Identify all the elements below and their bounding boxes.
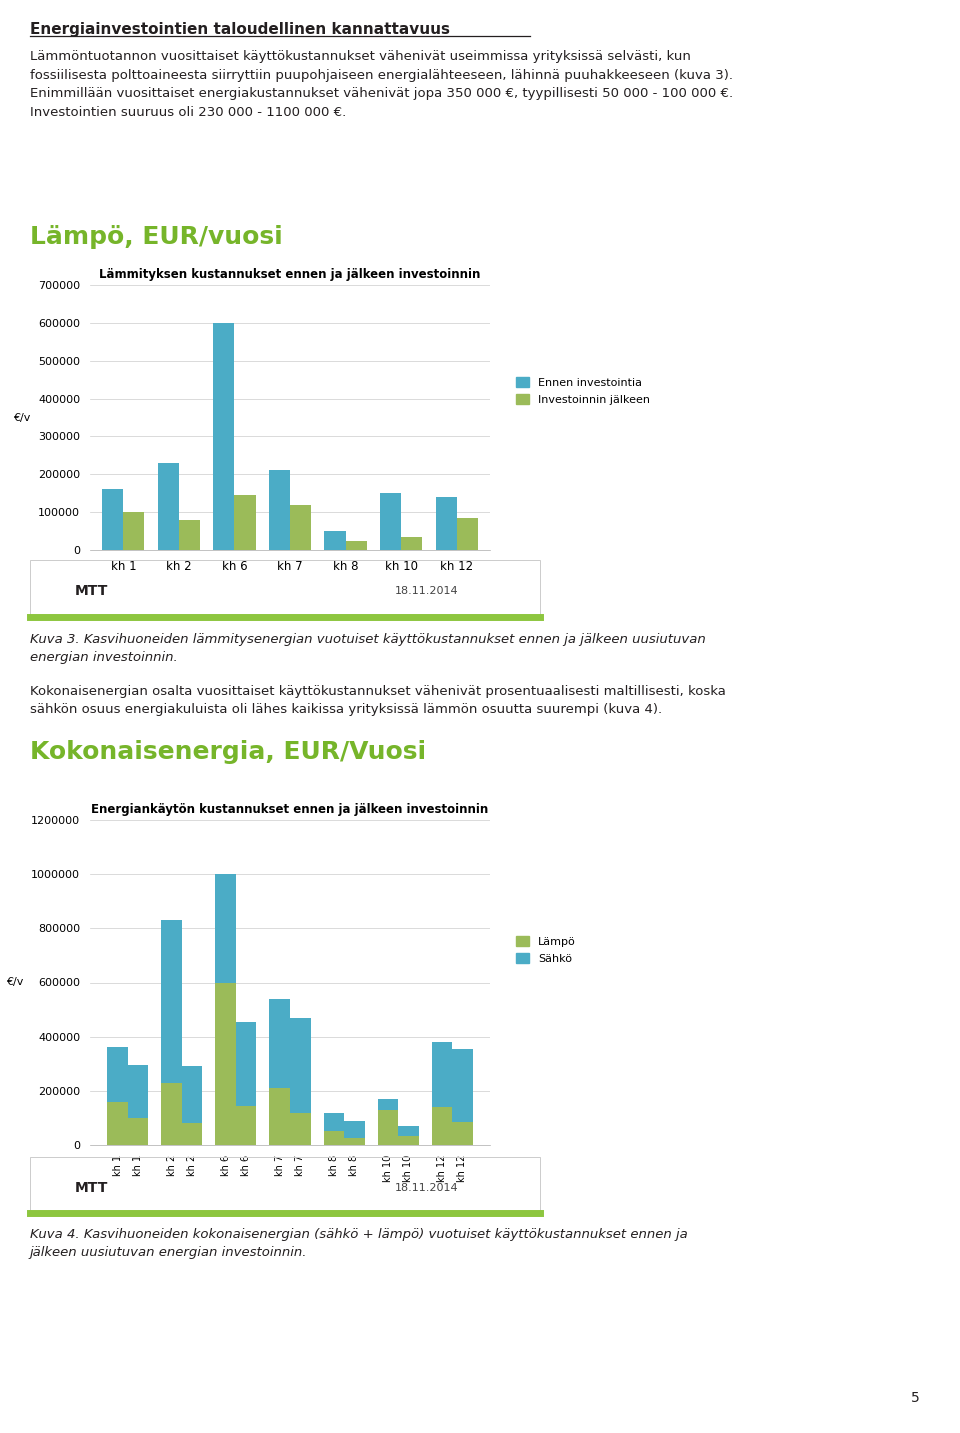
Bar: [398, 1135, 419, 1145]
Bar: [290, 1112, 310, 1145]
Bar: [344, 1121, 365, 1138]
Bar: [324, 532, 346, 550]
Bar: [457, 517, 478, 550]
Bar: [102, 490, 123, 550]
Text: Energiainvestointien taloudellinen kannattavuus: Energiainvestointien taloudellinen kanna…: [30, 21, 450, 37]
Text: MTT: MTT: [75, 1181, 108, 1195]
Bar: [213, 322, 234, 550]
Bar: [179, 520, 200, 550]
Bar: [377, 1109, 398, 1145]
Bar: [346, 540, 367, 550]
Bar: [236, 1106, 256, 1145]
Bar: [324, 1112, 344, 1132]
Title: Energiankäytön kustannukset ennen ja jälkeen investoinnin: Energiankäytön kustannukset ennen ja jäl…: [91, 802, 489, 815]
Bar: [108, 1102, 128, 1145]
Bar: [401, 537, 422, 550]
Bar: [128, 1118, 149, 1145]
Bar: [181, 1123, 203, 1145]
Bar: [161, 920, 181, 1083]
Text: Kuva 4. Kasvihuoneiden kokonaisenergian (sähkö + lämpö) vuotuiset käyttökustannu: Kuva 4. Kasvihuoneiden kokonaisenergian …: [30, 1228, 687, 1260]
Bar: [157, 463, 179, 550]
Y-axis label: €/v: €/v: [6, 977, 23, 987]
Bar: [290, 504, 311, 550]
Bar: [181, 1066, 203, 1123]
Bar: [236, 1022, 256, 1106]
Bar: [128, 1065, 149, 1118]
Bar: [108, 1048, 128, 1102]
Bar: [377, 1099, 398, 1109]
Bar: [436, 497, 457, 550]
Text: Kuva 3. Kasvihuoneiden lämmitysenergian vuotuiset käyttökustannukset ennen ja jä: Kuva 3. Kasvihuoneiden lämmitysenergian …: [30, 633, 706, 663]
Bar: [452, 1122, 472, 1145]
Legend: Lämpö, Sähkö: Lämpö, Sähkö: [512, 931, 581, 969]
Text: MTT: MTT: [75, 585, 108, 598]
Bar: [398, 1126, 419, 1135]
Text: 18.11.2014: 18.11.2014: [395, 1184, 459, 1194]
Bar: [123, 512, 144, 550]
Text: Lämpö, EUR/vuosi: Lämpö, EUR/vuosi: [30, 225, 283, 249]
Bar: [452, 1049, 472, 1122]
Text: Lämmöntuotannon vuosittaiset käyttökustannukset vähenivät useimmissa yrityksissä: Lämmöntuotannon vuosittaiset käyttökusta…: [30, 50, 733, 119]
Bar: [215, 983, 236, 1145]
Title: Lämmityksen kustannukset ennen ja jälkeen investoinnin: Lämmityksen kustannukset ennen ja jälkee…: [99, 268, 481, 281]
Text: 18.11.2014: 18.11.2014: [395, 586, 459, 596]
Bar: [234, 496, 255, 550]
Text: 5: 5: [911, 1391, 920, 1404]
Text: Kokonaisenergian osalta vuosittaiset käyttökustannukset vähenivät prosentuaalise: Kokonaisenergian osalta vuosittaiset käy…: [30, 685, 726, 716]
Y-axis label: €/v: €/v: [12, 413, 30, 423]
Bar: [270, 999, 290, 1088]
Bar: [215, 874, 236, 983]
Bar: [432, 1108, 452, 1145]
Bar: [269, 470, 290, 550]
Bar: [324, 1132, 344, 1145]
Legend: Ennen investointia, Investoinnin jälkeen: Ennen investointia, Investoinnin jälkeen: [512, 373, 655, 408]
Bar: [380, 493, 401, 550]
Text: Kokonaisenergia, EUR/Vuosi: Kokonaisenergia, EUR/Vuosi: [30, 739, 426, 764]
Bar: [290, 1017, 310, 1112]
Bar: [270, 1088, 290, 1145]
Bar: [344, 1138, 365, 1145]
Bar: [432, 1042, 452, 1108]
Bar: [161, 1083, 181, 1145]
